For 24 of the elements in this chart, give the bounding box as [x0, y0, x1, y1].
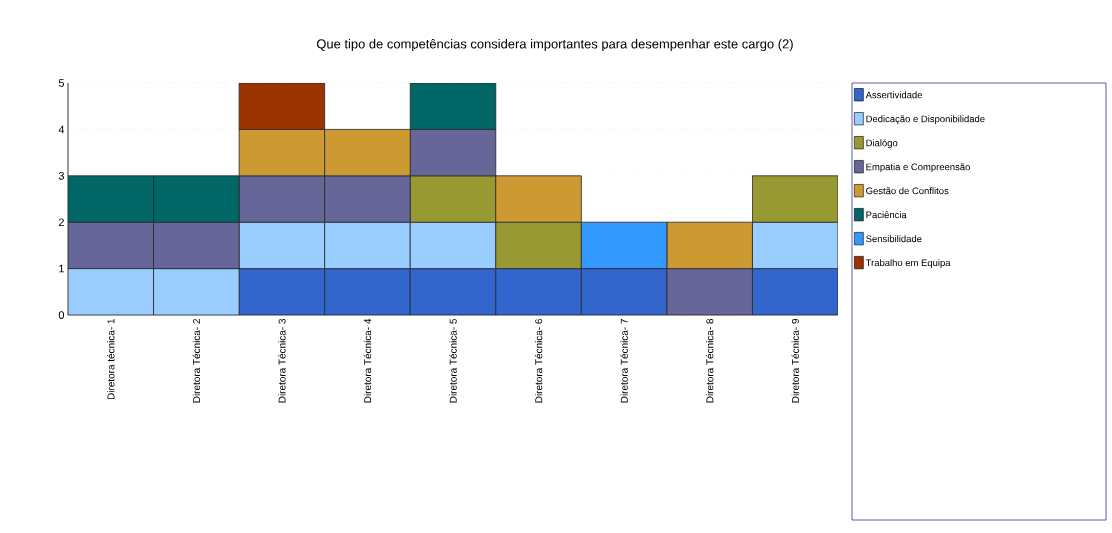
- x-tick-label: Diretora técnica- 1: [107, 319, 115, 400]
- x-tick-label: Diretora Técnica- 3: [278, 318, 286, 403]
- x-tick-label: Diretora Técnica- 7: [620, 319, 628, 403]
- legend-label: Empatia e Compreensão: [866, 163, 970, 173]
- y-tick-label: 2: [58, 218, 64, 227]
- chart-title: Que tipo de competências considera importantes para desempenhar este cargo (2): [316, 38, 793, 52]
- x-tick-label: Diretora Técnica- 2: [192, 319, 201, 403]
- y-tick-label: 0: [58, 311, 65, 319]
- legend-label: Dedicação e Disponibilidade: [866, 115, 985, 125]
- x-tick-label: Diretora Técnica- 9: [791, 319, 799, 403]
- legend-label: Dialógo: [866, 139, 898, 149]
- x-tick-label: Diretora Técnica- 6: [534, 318, 543, 403]
- y-tick-label: 1: [59, 264, 64, 273]
- x-tick-label: Diretora Técnica- 4: [363, 318, 372, 403]
- legend-label: Sensibilidade: [866, 235, 922, 243]
- y-tick-label: 3: [58, 171, 64, 180]
- y-tick-label: 5: [58, 79, 65, 87]
- y-tick-label: 4: [58, 125, 65, 134]
- legend-label: Gestão de Conflitos: [866, 187, 949, 195]
- legend-label: Trabalho em Equipa: [865, 259, 951, 268]
- legend-label: Paciência: [866, 211, 907, 219]
- x-tick-label: Diretora Técnica- 8: [705, 318, 714, 403]
- legend-label: Assertividade: [865, 91, 923, 99]
- x-tick-label: Diretora Técnica- 5: [449, 318, 457, 403]
